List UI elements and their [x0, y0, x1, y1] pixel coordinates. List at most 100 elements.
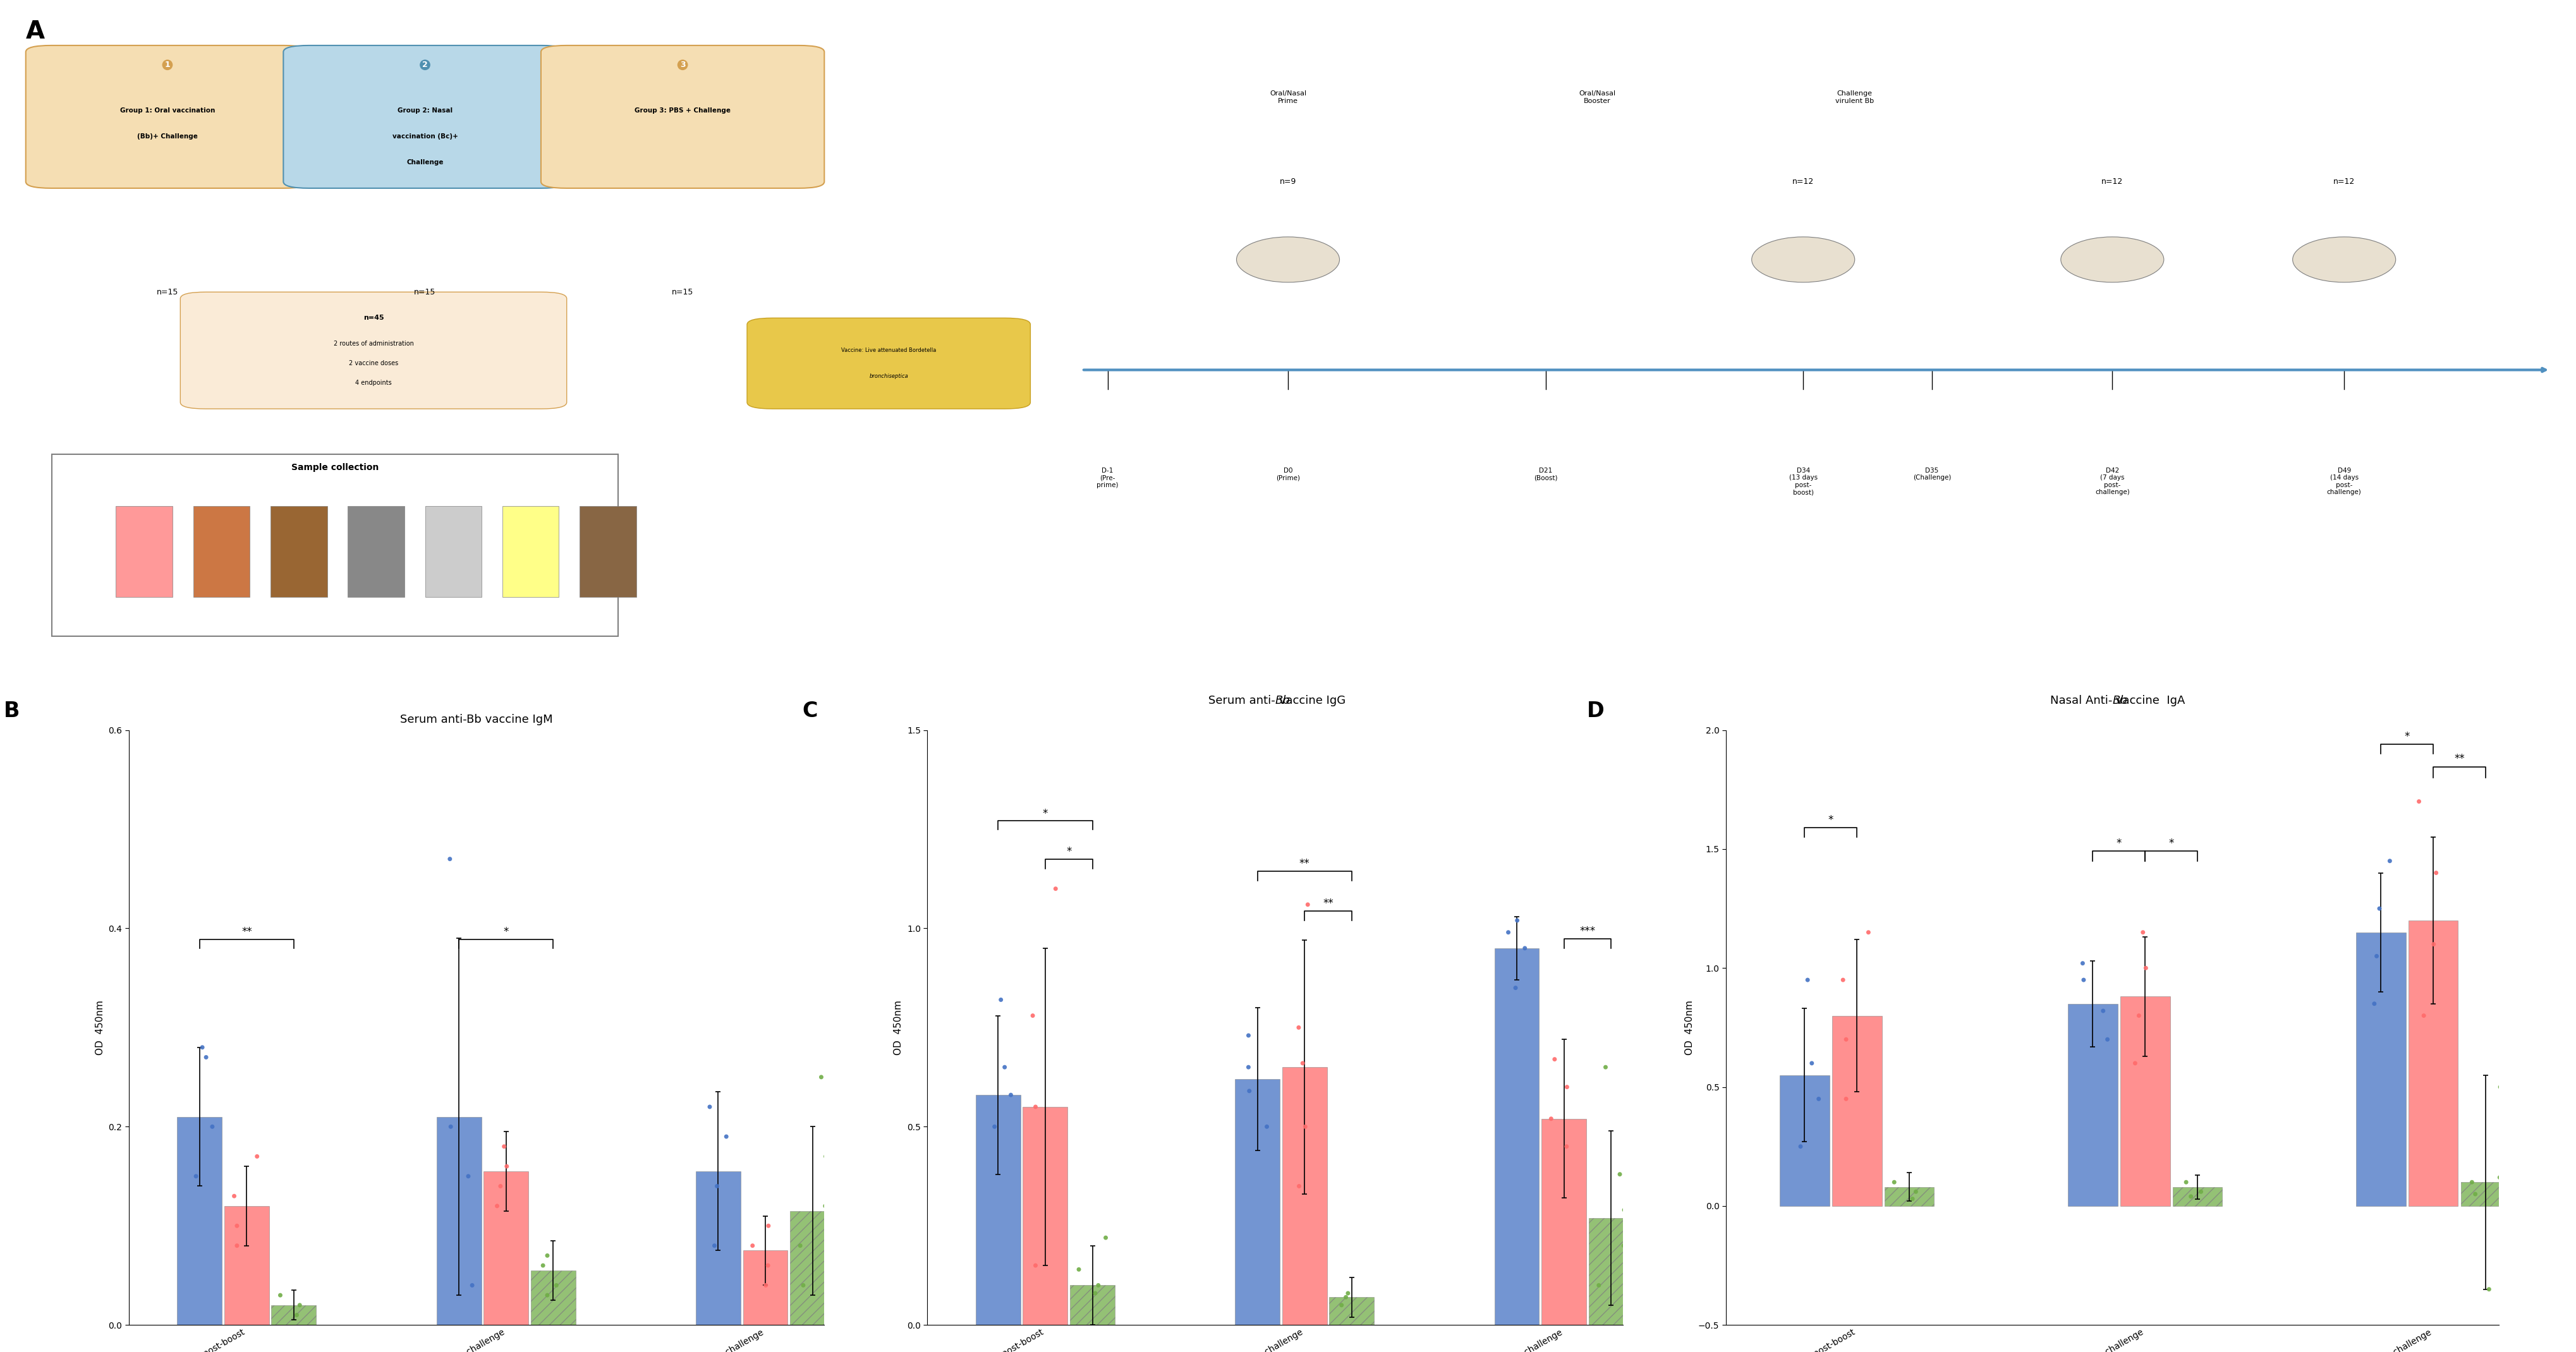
- Point: [1036, 877, 1077, 899]
- Point: [1015, 1096, 1056, 1118]
- Point: [214, 1186, 255, 1207]
- Point: [260, 1284, 301, 1306]
- Point: [278, 1294, 319, 1315]
- Text: 1: 1: [165, 61, 170, 69]
- Text: n=9: n=9: [1280, 177, 1296, 185]
- Point: [1288, 894, 1329, 915]
- Bar: [435, 1117, 482, 1325]
- FancyBboxPatch shape: [26, 46, 309, 188]
- Text: n=15: n=15: [157, 288, 178, 296]
- Point: [1579, 1275, 1620, 1297]
- Text: **: **: [1298, 859, 1309, 869]
- Bar: [1283, 1067, 1327, 1325]
- Point: [2455, 1183, 2496, 1205]
- Point: [1826, 1088, 1868, 1110]
- Point: [2117, 1005, 2159, 1026]
- Point: [2416, 863, 2458, 884]
- Point: [2398, 791, 2439, 813]
- Bar: [1069, 1286, 1115, 1325]
- Point: [747, 1255, 788, 1276]
- Point: [185, 1046, 227, 1068]
- Point: [448, 1165, 489, 1187]
- Point: [981, 988, 1023, 1010]
- Text: Oral/Nasal
Booster: Oral/Nasal Booster: [1579, 91, 1615, 104]
- Text: D42
(7 days
post-
challenge): D42 (7 days post- challenge): [2094, 468, 2130, 496]
- Point: [2115, 1052, 2156, 1073]
- Point: [690, 1096, 732, 1118]
- Bar: [178, 1117, 222, 1325]
- Bar: [2357, 933, 2406, 1206]
- Text: D: D: [1587, 700, 1605, 721]
- Point: [2123, 922, 2164, 944]
- Bar: [580, 506, 636, 598]
- Point: [804, 1195, 845, 1217]
- Y-axis label: OD  450nm: OD 450nm: [894, 1000, 904, 1055]
- Point: [451, 1275, 492, 1297]
- Point: [1790, 1052, 1832, 1073]
- Text: Vaccine: Live attenuated Bordetella: Vaccine: Live attenuated Bordetella: [842, 347, 935, 353]
- Point: [1494, 977, 1535, 999]
- Point: [2452, 1171, 2494, 1192]
- Bar: [270, 1305, 317, 1325]
- Point: [1873, 1171, 1914, 1192]
- Text: D34
(13 days
post-
boost): D34 (13 days post- boost): [1788, 468, 1819, 496]
- Bar: [742, 1251, 788, 1325]
- Point: [526, 1245, 567, 1267]
- Text: 2: 2: [422, 61, 428, 69]
- Point: [536, 1275, 577, 1297]
- Point: [984, 1056, 1025, 1078]
- Text: vaccine  IgA: vaccine IgA: [2112, 695, 2184, 706]
- Point: [1278, 1017, 1319, 1038]
- Text: *: *: [2117, 838, 2123, 849]
- Point: [693, 1234, 734, 1256]
- Point: [430, 1115, 471, 1137]
- Text: n=15: n=15: [672, 288, 693, 296]
- Text: D35
(Challenge): D35 (Challenge): [1914, 468, 1950, 481]
- Point: [1605, 1199, 1646, 1221]
- Point: [1504, 937, 1546, 959]
- Text: Challenge
virulent Bb: Challenge virulent Bb: [1837, 91, 1873, 104]
- Point: [1229, 1025, 1270, 1046]
- Point: [2125, 957, 2166, 979]
- Point: [1788, 969, 1829, 991]
- Text: D-1
(Pre-
prime): D-1 (Pre- prime): [1097, 468, 1118, 488]
- Bar: [1234, 1079, 1280, 1325]
- Point: [2087, 1029, 2128, 1051]
- Text: *: *: [1829, 814, 1834, 826]
- Point: [2179, 1180, 2221, 1202]
- Bar: [484, 1171, 528, 1325]
- Y-axis label: OD  450nm: OD 450nm: [95, 1000, 106, 1055]
- Text: n=45: n=45: [363, 315, 384, 322]
- Point: [1012, 1005, 1054, 1026]
- Point: [1327, 1283, 1368, 1305]
- Ellipse shape: [1236, 237, 1340, 283]
- Point: [732, 1234, 773, 1256]
- Point: [2414, 933, 2455, 955]
- Point: [1321, 1294, 1363, 1315]
- Point: [1074, 1283, 1115, 1305]
- Bar: [224, 1206, 268, 1325]
- Bar: [2460, 1182, 2512, 1206]
- FancyBboxPatch shape: [747, 318, 1030, 408]
- Point: [2172, 1186, 2213, 1207]
- Point: [175, 1165, 216, 1187]
- Point: [526, 1284, 567, 1306]
- Point: [1896, 1180, 1937, 1202]
- Text: D21
(Boost): D21 (Boost): [1533, 468, 1558, 481]
- Text: vaccination (Bc)+: vaccination (Bc)+: [392, 132, 459, 139]
- Point: [696, 1175, 737, 1197]
- FancyBboxPatch shape: [283, 46, 567, 188]
- Point: [1821, 969, 1862, 991]
- Point: [2063, 969, 2105, 991]
- Point: [477, 1195, 518, 1217]
- Point: [1530, 1107, 1571, 1129]
- Point: [191, 1115, 232, 1137]
- Bar: [116, 506, 173, 598]
- Point: [2370, 850, 2411, 872]
- Point: [1229, 1080, 1270, 1102]
- Text: *: *: [502, 926, 507, 938]
- Point: [183, 1037, 224, 1059]
- Point: [2478, 1167, 2519, 1188]
- Text: 2 routes of administration: 2 routes of administration: [332, 341, 415, 347]
- Point: [1584, 1056, 1625, 1078]
